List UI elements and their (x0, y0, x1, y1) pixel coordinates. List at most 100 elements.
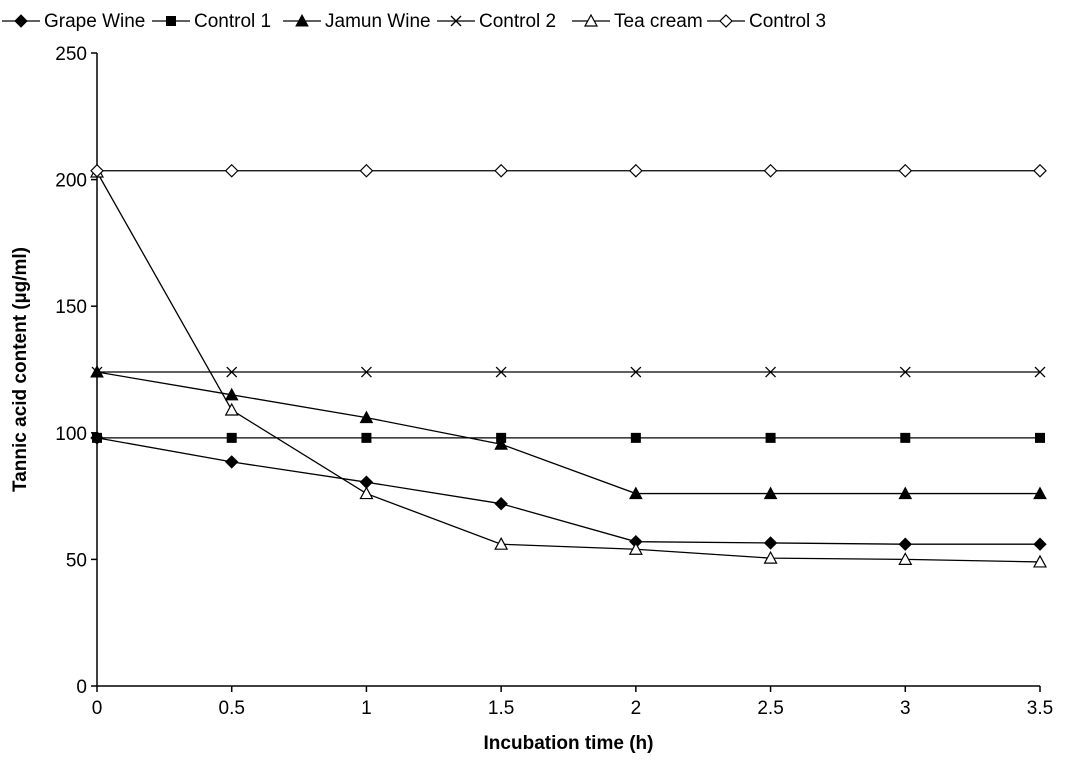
series-grape-wine (90, 431, 1047, 551)
data-point-control-2 (1034, 366, 1046, 378)
x-tick-label: 1 (361, 698, 372, 719)
x-tick-label: 1.5 (488, 698, 514, 719)
data-point-control-2 (630, 366, 642, 378)
y-tick-label: 200 (55, 171, 87, 192)
series-line-grape-wine (96, 437, 1040, 545)
y-tick-label: 100 (55, 424, 87, 445)
legend: Grape Wine Control 1 Jamun Wine Control 2 Te… (2, 11, 826, 32)
series-jamun-wine (90, 364, 1047, 500)
y-tick-label: 50 (66, 550, 87, 571)
data-point-jamun-wine (224, 387, 239, 401)
legend-label: Jamun Wine (325, 11, 431, 32)
data-point-control-1 (765, 432, 776, 443)
data-point-control-1 (92, 432, 102, 443)
data-point-control-3 (763, 163, 778, 178)
legend-label: Control 2 (479, 11, 556, 32)
x-marker-stroke (360, 366, 372, 378)
data-point-tea-cream (224, 402, 239, 416)
legend-marker-jamun-wine (295, 13, 309, 27)
series-line-tea-cream (96, 171, 1041, 563)
data-point-tea-cream (359, 486, 374, 500)
series-control-2 (91, 366, 1046, 378)
data-point-control-3 (1033, 163, 1047, 178)
x-marker-stroke (495, 366, 507, 378)
legend-item-grape-wine: Grape Wine (2, 11, 145, 32)
data-point-jamun-wine (1033, 486, 1047, 500)
x-tick-label: 2.5 (757, 698, 783, 719)
legend-item-control-2: Control 2 (437, 11, 556, 32)
data-point-tea-cream (763, 550, 778, 564)
data-point-jamun-wine (629, 486, 643, 500)
y-axis-title: Tannic acid content (µg/ml) (10, 247, 31, 492)
data-point-control-3 (359, 163, 374, 178)
x-marker-stroke (765, 366, 777, 378)
y-axis-ticks: 0 50 100 150 200 250 (55, 44, 97, 698)
legend-item-control-1: Control 1 (152, 11, 271, 32)
x-tick-label: 3 (900, 698, 911, 719)
legend-marker-control-3 (719, 14, 733, 28)
legend-item-tea-cream: Tea cream (572, 11, 703, 32)
legend-label: Control 1 (194, 11, 271, 32)
x-marker-stroke (630, 366, 642, 378)
data-point-grape-wine (763, 536, 778, 550)
data-point-grape-wine (494, 496, 508, 511)
legend-item-control-3: Control 3 (707, 11, 826, 32)
data-point-control-3 (224, 163, 239, 178)
data-point-grape-wine (1033, 537, 1047, 551)
x-marker-stroke (1034, 366, 1046, 378)
x-tick-label: 2 (631, 698, 642, 719)
legend-marker-control-1 (166, 16, 176, 26)
legend-item-jamun-wine: Jamun Wine (283, 11, 431, 32)
data-point-control-2 (91, 366, 103, 378)
data-point-jamun-wine (494, 437, 508, 450)
y-tick-label: 0 (76, 677, 87, 698)
y-tick-label: 250 (55, 44, 87, 65)
data-point-grape-wine (225, 455, 239, 469)
plot-area (89, 163, 1048, 568)
legend-label: Control 3 (749, 11, 826, 32)
data-point-jamun-wine (359, 410, 374, 424)
data-point-tea-cream (628, 542, 643, 555)
x-marker-stroke (226, 366, 238, 378)
data-point-control-1 (1035, 432, 1045, 443)
data-point-tea-cream (494, 536, 509, 550)
data-point-control-2 (360, 366, 372, 378)
legend-marker-grape-wine (14, 14, 28, 28)
series-line-jamun-wine (96, 371, 1040, 495)
series-control-3 (90, 163, 1047, 178)
series-tea-cream (89, 164, 1048, 568)
legend-label: Tea cream (614, 11, 703, 32)
x-marker-stroke (91, 366, 103, 378)
legend-marker-control-2 (450, 15, 462, 27)
data-point-control-1 (900, 432, 911, 443)
data-point-tea-cream (1032, 554, 1048, 568)
legend-marker-tea-cream (583, 13, 599, 27)
data-point-control-1 (226, 432, 237, 443)
data-point-control-1 (361, 432, 372, 443)
data-point-jamun-wine (898, 486, 913, 500)
data-point-control-2 (495, 366, 507, 378)
data-point-control-3 (90, 163, 104, 178)
x-axis-ticks: 0 0.5 1 1.5 2 2.5 3 3.5 (92, 686, 1053, 719)
x-marker-stroke (899, 366, 911, 378)
data-point-control-2 (899, 366, 911, 378)
data-point-control-2 (765, 366, 777, 378)
data-point-control-3 (898, 163, 913, 178)
x-axis-title: Incubation time (h) (484, 733, 654, 754)
data-point-control-1 (630, 432, 641, 443)
data-point-control-2 (226, 366, 238, 378)
data-point-grape-wine (898, 537, 912, 551)
data-point-control-3 (629, 163, 643, 178)
axes: 0 50 100 150 200 250 0 0.5 1 1.5 2 2.5 3 3.5 (55, 44, 1053, 719)
data-point-control-3 (494, 163, 508, 178)
legend-label: Grape Wine (44, 11, 145, 32)
data-point-tea-cream (898, 552, 913, 566)
x-tick-label: 3.5 (1027, 698, 1053, 719)
data-point-jamun-wine (763, 486, 778, 500)
y-tick-label: 150 (55, 297, 87, 318)
x-tick-label: 0 (92, 698, 103, 719)
x-tick-label: 0.5 (219, 698, 245, 719)
series-control-1 (92, 432, 1045, 443)
x-marker-stroke (450, 15, 462, 27)
